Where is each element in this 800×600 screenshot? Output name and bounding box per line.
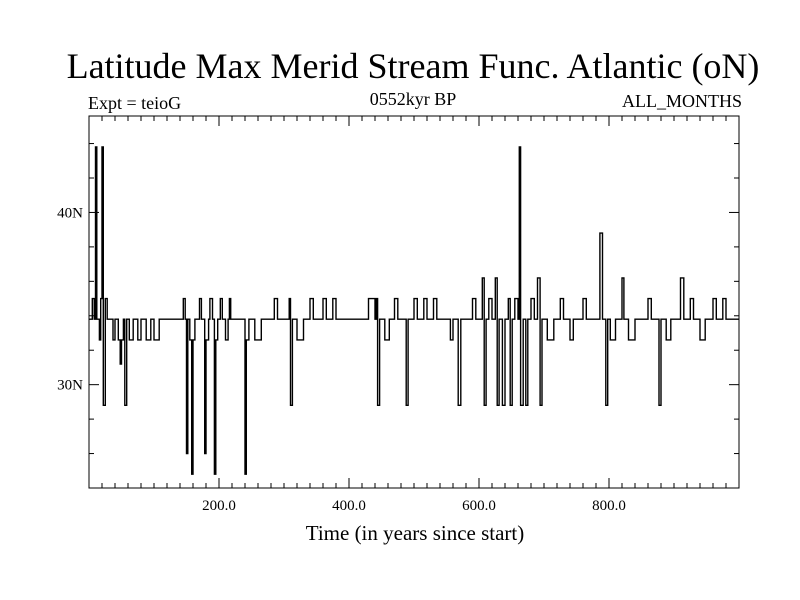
axis-ticks [89,116,739,489]
axis-tick-labels: 200.0 400.0 600.0 800.0 30N 40N [57,205,626,514]
x-axis-label: Time (in years since start) [306,521,525,545]
chart-title: Latitude Max Merid Stream Func. Atlantic… [66,46,760,86]
experiment-label: Expt = teioG [88,93,182,113]
period-label: 0552kyr BP [369,89,457,109]
y-tick-label: 30N [57,378,83,394]
series-line [89,146,739,475]
x-tick-label: 600.0 [462,498,496,514]
y-tick-label: 40N [57,205,83,221]
months-label: ALL_MONTHS [622,91,742,111]
x-tick-label: 200.0 [202,498,236,514]
x-tick-label: 400.0 [332,498,366,514]
x-tick-label: 800.0 [592,498,626,514]
